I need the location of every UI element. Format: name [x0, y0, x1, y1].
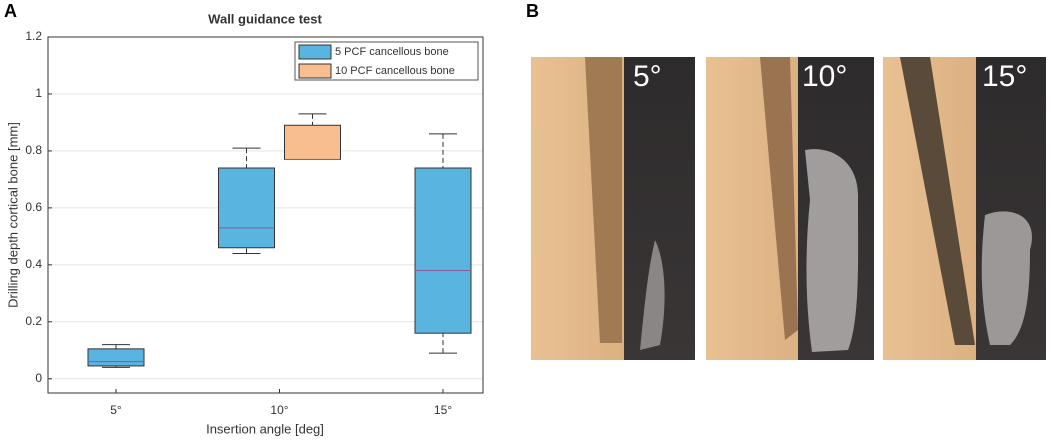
- photo-chip: [981, 211, 1032, 345]
- legend-label: 5 PCF cancellous bone: [335, 46, 449, 58]
- y-tick-label: 0.6: [25, 200, 42, 214]
- photo-drill: [760, 57, 798, 340]
- box: [87, 348, 145, 367]
- box: [414, 167, 472, 334]
- photo-drill: [900, 57, 975, 345]
- x-tick-label: 5°: [110, 403, 122, 417]
- box: [218, 167, 275, 249]
- y-tick-label: 0: [35, 371, 42, 385]
- photos: 5° 10° 15°: [531, 57, 1046, 360]
- y-tick-label: 0.2: [25, 314, 42, 328]
- y-tick-label: 1: [35, 86, 42, 100]
- y-axis-label: Drilling depth cortical bone [mm]: [5, 122, 20, 308]
- panel-label: B: [526, 1, 539, 21]
- photo-label: 5°: [633, 60, 662, 93]
- legend-swatch: [298, 63, 332, 79]
- photo-drill: [585, 57, 622, 343]
- photo-chip: [805, 149, 859, 352]
- legend-swatch: [298, 44, 332, 60]
- plot-frame: [47, 36, 484, 394]
- x-axis-label: Insertion angle [deg]: [206, 421, 324, 436]
- panel-label: A: [4, 1, 17, 21]
- x-tick-label: 10°: [270, 403, 288, 417]
- x-tick-label: 15°: [434, 403, 452, 417]
- chart-title: Wall guidance test: [208, 11, 322, 26]
- photo-label: 15°: [982, 60, 1027, 93]
- legend-label: 10 PCF cancellous bone: [335, 65, 455, 77]
- y-tick-label: 0.4: [25, 257, 42, 271]
- photo-label: 10°: [802, 60, 847, 93]
- y-tick-label: 1.2: [25, 29, 42, 43]
- photo-chip: [640, 240, 665, 350]
- y-tick-label: 0.8: [25, 143, 42, 157]
- box: [284, 124, 341, 160]
